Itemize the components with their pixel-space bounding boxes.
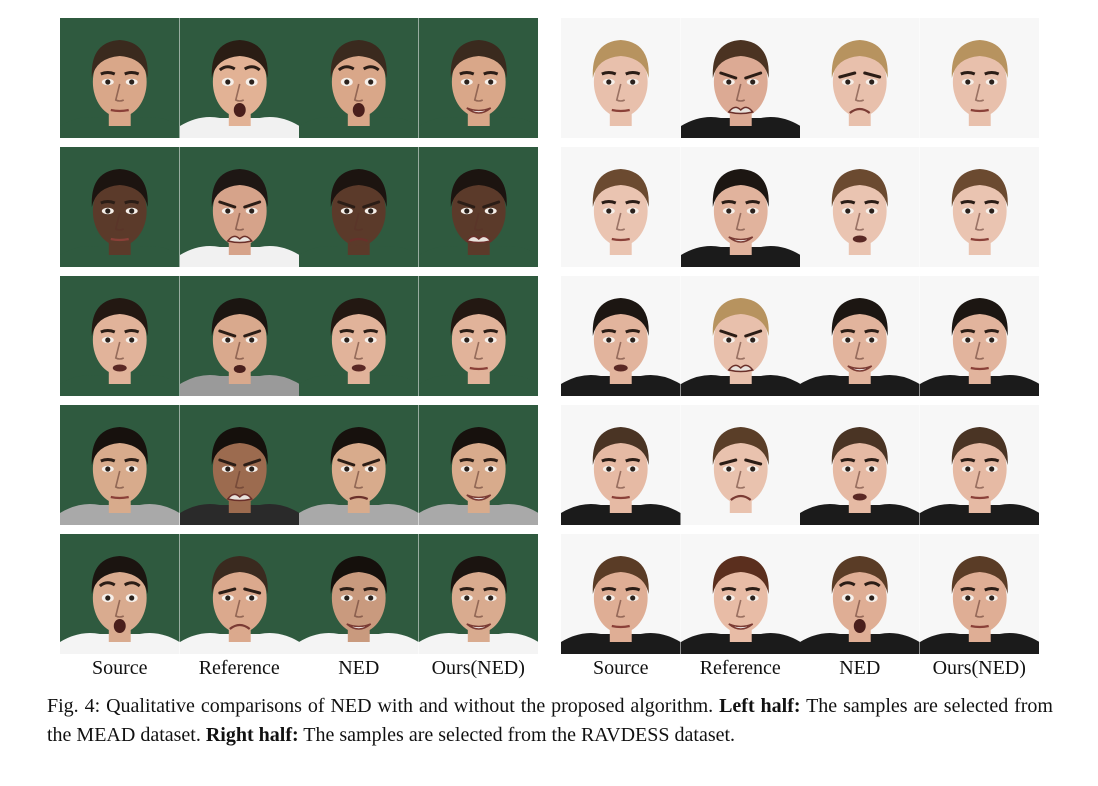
face-image-reference [179, 534, 299, 654]
ravdess-column-labels: Source Reference NED Ours(NED) [561, 657, 1039, 685]
column-label-ned: NED [839, 657, 881, 679]
face-image-source [60, 276, 180, 396]
ravdess-panel [561, 18, 1039, 663]
face-image-ours-ned [418, 276, 538, 396]
caption-right-text: The samples are selected from the RAVDES… [298, 724, 736, 746]
column-label-source: Source [91, 657, 148, 679]
face-image-source [60, 18, 180, 138]
face-image-reference [179, 18, 299, 138]
column-label-reference: Reference [699, 657, 781, 679]
face-image-source [561, 276, 681, 396]
face-image-reference [680, 534, 800, 654]
face-image-ours-ned [919, 534, 1039, 654]
face-image-source [60, 534, 180, 654]
caption-lead: Fig. 4: Qualitative comparisons of NED w… [47, 695, 720, 717]
column-label-source: Source [592, 657, 649, 679]
face-image-ours-ned [418, 405, 538, 525]
face-image-ned [299, 147, 419, 267]
face-image-source [60, 147, 180, 267]
caption-right-label: Right half: [205, 724, 299, 746]
figure-row-3 [561, 276, 1039, 396]
figure-row-1 [561, 18, 1039, 138]
face-image-ours-ned [418, 18, 538, 138]
figure-caption: Fig. 4: Qualitative comparisons of NED w… [47, 692, 1053, 750]
face-image-ned [299, 405, 419, 525]
figure-row-2 [60, 147, 538, 267]
face-image-source [561, 18, 681, 138]
column-label-ned: NED [338, 657, 380, 679]
caption-left-label: Left half: [719, 695, 801, 717]
face-image-reference [179, 405, 299, 525]
face-image-source [60, 405, 180, 525]
face-image-ours-ned [919, 405, 1039, 525]
face-image-ned [800, 405, 920, 525]
column-label-ours: Ours(NED) [932, 657, 1026, 679]
face-image-reference [680, 276, 800, 396]
face-image-ours-ned [919, 276, 1039, 396]
face-image-ned [800, 276, 920, 396]
mead-column-labels: Source Reference NED Ours(NED) [60, 657, 538, 685]
face-image-reference [680, 147, 800, 267]
face-image-ours-ned [919, 147, 1039, 267]
face-image-ned [299, 18, 419, 138]
face-image-reference [179, 276, 299, 396]
figure-row-3 [60, 276, 538, 396]
face-image-ours-ned [418, 534, 538, 654]
face-image-ned [299, 276, 419, 396]
face-image-source [561, 147, 681, 267]
mead-panel [60, 18, 538, 663]
face-image-source [561, 405, 681, 525]
figure-row-5 [60, 534, 538, 654]
figure-row-5 [561, 534, 1039, 654]
face-image-reference [179, 147, 299, 267]
column-label-ours: Ours(NED) [431, 657, 525, 679]
figure-row-1 [60, 18, 538, 138]
figure-row-4 [60, 405, 538, 525]
figure-row-4 [561, 405, 1039, 525]
face-image-ned [800, 534, 920, 654]
face-image-reference [680, 18, 800, 138]
face-image-ned [800, 18, 920, 138]
face-image-source [561, 534, 681, 654]
face-image-ours-ned [919, 18, 1039, 138]
column-label-reference: Reference [198, 657, 280, 679]
face-image-ned [299, 534, 419, 654]
face-image-reference [680, 405, 800, 525]
face-image-ours-ned [418, 147, 538, 267]
caption-left-text: The samples are selected from the MEAD d… [47, 695, 1053, 746]
figure-row-2 [561, 147, 1039, 267]
face-image-ned [800, 147, 920, 267]
